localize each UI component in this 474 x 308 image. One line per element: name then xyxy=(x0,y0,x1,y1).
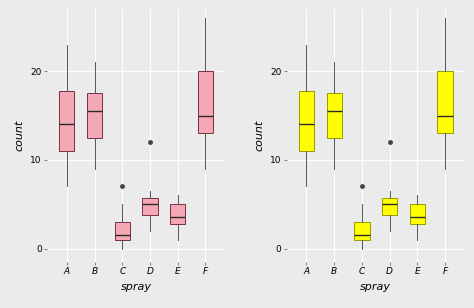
PathPatch shape xyxy=(142,197,158,215)
PathPatch shape xyxy=(299,91,314,151)
Y-axis label: count: count xyxy=(15,120,25,151)
PathPatch shape xyxy=(327,93,342,138)
PathPatch shape xyxy=(59,91,74,151)
PathPatch shape xyxy=(87,93,102,138)
PathPatch shape xyxy=(354,222,370,240)
X-axis label: spray: spray xyxy=(121,282,152,292)
X-axis label: spray: spray xyxy=(360,282,391,292)
Y-axis label: count: count xyxy=(255,120,264,151)
PathPatch shape xyxy=(410,204,425,224)
PathPatch shape xyxy=(170,204,185,224)
PathPatch shape xyxy=(382,197,397,215)
PathPatch shape xyxy=(198,71,213,133)
PathPatch shape xyxy=(438,71,453,133)
PathPatch shape xyxy=(115,222,130,240)
